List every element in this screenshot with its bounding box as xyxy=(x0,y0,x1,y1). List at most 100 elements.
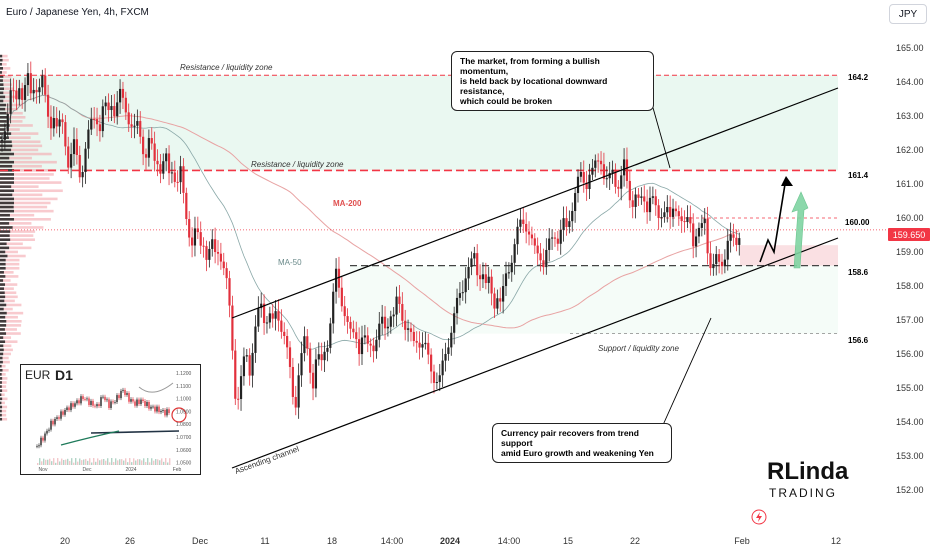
candle-body xyxy=(121,88,125,98)
volume-bar-core xyxy=(0,413,2,417)
inset-candle-body xyxy=(154,406,156,412)
volume-bar xyxy=(0,385,7,388)
inset-time-label: Nov xyxy=(39,467,48,473)
volume-bar-core xyxy=(0,152,14,156)
inset-candle-body xyxy=(124,389,126,395)
volume-bar-core xyxy=(0,250,6,254)
ma200-line xyxy=(1,94,740,329)
inset-volume-bar xyxy=(75,458,77,465)
candle-body xyxy=(343,306,346,317)
candle-body xyxy=(363,335,366,338)
inset-candle-body xyxy=(104,396,106,401)
candle-body xyxy=(663,212,666,218)
time-axis-tick: 18 xyxy=(327,536,337,546)
volume-bar-core xyxy=(0,242,7,246)
candle-body xyxy=(242,356,246,377)
volume-bar-core xyxy=(0,205,14,209)
candle-body xyxy=(692,223,695,247)
volume-bar xyxy=(0,75,12,78)
candle-body xyxy=(427,342,430,355)
candle-body xyxy=(136,121,139,126)
inset-volume-bar xyxy=(117,460,119,465)
inset-d1-chart: EUR D1 1.1200 1.1100 1.1000 1.0900 1.0800 1.0… xyxy=(20,364,201,475)
candle-body xyxy=(648,197,652,213)
candle-body xyxy=(214,239,217,253)
price-axis[interactable]: 152.00 153.00 154.00 155.00 156.00 157.00 158.… xyxy=(896,43,924,495)
volume-bar xyxy=(0,120,23,123)
inset-candle-body xyxy=(108,399,110,408)
candle-body xyxy=(245,355,248,357)
volume-bar xyxy=(0,177,50,180)
candle-body xyxy=(467,266,470,279)
candle-body xyxy=(565,218,568,227)
volume-bar-core xyxy=(0,95,6,99)
inset-volume-bar xyxy=(91,462,93,465)
candle-body xyxy=(239,376,243,399)
candle-body xyxy=(179,166,182,183)
candle-body xyxy=(38,87,41,93)
inset-time-label: 2024 xyxy=(125,467,136,473)
inset-candle-body xyxy=(160,410,162,413)
entry-zone xyxy=(740,245,838,266)
candle-body xyxy=(326,347,329,352)
volume-bar-core xyxy=(0,234,10,237)
candle-body xyxy=(576,176,580,194)
candle-body xyxy=(130,124,133,127)
price-axis-tick: 165.00 xyxy=(896,43,924,53)
candle-body xyxy=(216,252,220,254)
candle-body xyxy=(144,154,148,158)
currency-selector[interactable]: JPY xyxy=(889,4,927,24)
candle-body xyxy=(720,261,724,267)
inset-candles xyxy=(36,387,170,449)
volume-bar-core xyxy=(0,381,2,384)
candle-body xyxy=(614,169,617,187)
candle-body xyxy=(617,186,620,189)
volume-bar-core xyxy=(0,99,4,103)
inset-candle-body xyxy=(50,420,52,430)
candle-body xyxy=(582,172,585,183)
candle-body xyxy=(703,218,706,224)
candle-body xyxy=(450,332,453,348)
candle-body xyxy=(300,353,303,376)
volume-bar-core xyxy=(0,213,10,217)
candle-body xyxy=(375,339,378,352)
inset-volume-bar xyxy=(41,461,43,465)
candle-body xyxy=(669,206,672,217)
lightning-glyph xyxy=(756,512,762,522)
candle-body xyxy=(478,275,482,280)
volume-bar-core xyxy=(0,409,2,413)
candle-body xyxy=(594,160,597,168)
candle-body xyxy=(297,375,300,408)
volume-bar-core xyxy=(0,405,3,409)
candle-body xyxy=(395,296,398,315)
volume-bar-core xyxy=(0,315,6,319)
candle-body xyxy=(3,131,6,140)
price-axis-tick: 160.00 xyxy=(896,213,924,223)
volume-bar xyxy=(0,413,7,417)
candle-body xyxy=(470,258,473,267)
time-axis-tick: 12 xyxy=(831,536,841,546)
volume-bar-core xyxy=(0,128,6,131)
volume-bar xyxy=(0,79,11,82)
candle-body xyxy=(274,311,277,319)
candle-body xyxy=(116,102,119,117)
volume-bar xyxy=(0,315,18,319)
inset-volume-bar xyxy=(147,458,149,465)
volume-bar-core xyxy=(0,389,3,392)
volume-bar xyxy=(0,352,11,356)
candle-body xyxy=(372,345,375,352)
candle-body xyxy=(58,119,61,127)
volume-bar-core xyxy=(0,364,2,368)
inset-candle-body xyxy=(68,407,70,411)
inset-candle-body xyxy=(166,409,168,416)
volume-bar xyxy=(0,299,15,303)
time-axis[interactable]: 20 26 Dec 11 18 14:00 2024 14:00 15 22 Feb 12 xyxy=(60,536,841,546)
inset-volume-bar xyxy=(121,459,123,465)
volume-bar xyxy=(0,377,8,380)
candle-body xyxy=(75,139,78,156)
volume-bar-core xyxy=(0,266,6,270)
candle-body xyxy=(686,217,689,223)
candle-body xyxy=(72,139,76,155)
volume-bar xyxy=(0,417,8,421)
